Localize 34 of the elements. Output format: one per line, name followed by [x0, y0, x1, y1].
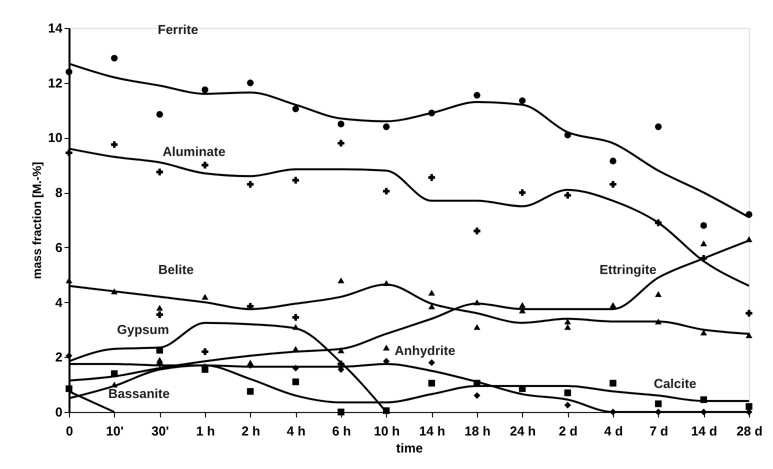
x-tick-label: 1 h	[196, 424, 215, 438]
x-tick-label: 24 h	[510, 424, 536, 438]
x-tick-label: 6 h	[332, 424, 351, 438]
annotation: Bassanite	[108, 386, 170, 401]
x-tick-label: 2 h	[241, 424, 260, 438]
y-tick-label: 14	[48, 20, 64, 36]
x-tick-label: 10 h	[374, 424, 400, 438]
x-tick-label: 2 d	[558, 424, 578, 438]
y-tick-label: 4	[55, 294, 64, 310]
y-axis-title: mass fraction [M.-%]	[30, 162, 44, 280]
x-tick-label: 14 d	[691, 424, 718, 438]
y-tick-label: 0	[55, 404, 62, 420]
y-tick-label: 12	[48, 75, 62, 90]
x-tick-label: 0	[66, 424, 74, 438]
y-tick-label: 6	[55, 240, 62, 255]
annotation: Ferrite	[158, 22, 198, 37]
x-axis-title: time	[396, 440, 423, 456]
annotation: Anhydrite	[394, 343, 456, 358]
annotation: Ettringite	[599, 262, 657, 277]
x-tick-label: 10'	[106, 424, 124, 438]
x-tick-label: 4 d	[604, 424, 623, 438]
y-tick-label: 10	[48, 130, 62, 146]
annotation: Belite	[158, 262, 194, 277]
y-tick-label: 8	[55, 185, 62, 200]
x-tick-label: 18 h	[464, 424, 491, 438]
x-tick-label: 7 d	[649, 424, 668, 438]
x-tick-label: 28 d	[736, 424, 763, 438]
x-tick-label: 14 h	[419, 424, 446, 438]
annotation: Gypsum	[116, 322, 170, 337]
annotation: Calcite	[654, 376, 696, 391]
x-tick-label: 4 h	[286, 424, 306, 438]
x-tick-label: 30'	[151, 424, 169, 438]
annotation: Aluminate	[162, 144, 226, 159]
y-tick-label: 2	[55, 350, 62, 365]
